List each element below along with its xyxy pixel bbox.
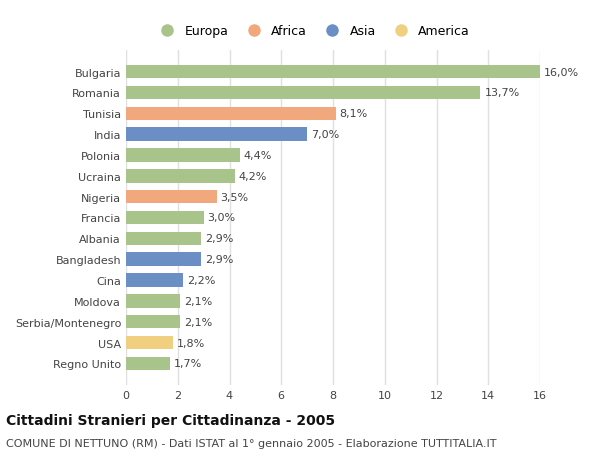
Text: 3,0%: 3,0% — [208, 213, 236, 223]
Bar — [126, 294, 181, 308]
Bar — [126, 274, 183, 287]
Text: 13,7%: 13,7% — [484, 88, 520, 98]
Text: 2,2%: 2,2% — [187, 275, 215, 285]
Bar — [126, 190, 217, 204]
Bar — [126, 128, 307, 142]
Text: 3,5%: 3,5% — [220, 192, 248, 202]
Bar — [126, 336, 173, 350]
Text: 4,4%: 4,4% — [244, 151, 272, 161]
Bar — [126, 66, 540, 79]
Text: COMUNE DI NETTUNO (RM) - Dati ISTAT al 1° gennaio 2005 - Elaborazione TUTTITALIA: COMUNE DI NETTUNO (RM) - Dati ISTAT al 1… — [6, 438, 497, 448]
Text: 1,7%: 1,7% — [174, 358, 202, 369]
Bar — [126, 170, 235, 183]
Legend: Europa, Africa, Asia, America: Europa, Africa, Asia, America — [149, 20, 475, 43]
Bar — [126, 253, 201, 266]
Bar — [126, 149, 240, 162]
Text: Cittadini Stranieri per Cittadinanza - 2005: Cittadini Stranieri per Cittadinanza - 2… — [6, 414, 335, 428]
Text: 1,8%: 1,8% — [176, 338, 205, 348]
Text: 16,0%: 16,0% — [544, 67, 579, 78]
Bar — [126, 211, 203, 225]
Bar — [126, 357, 170, 370]
Text: 8,1%: 8,1% — [340, 109, 368, 119]
Text: 2,9%: 2,9% — [205, 234, 233, 244]
Bar — [126, 107, 335, 121]
Text: 2,9%: 2,9% — [205, 255, 233, 264]
Text: 7,0%: 7,0% — [311, 130, 339, 140]
Bar — [126, 232, 201, 246]
Text: 2,1%: 2,1% — [184, 317, 212, 327]
Bar — [126, 86, 481, 100]
Bar — [126, 315, 181, 329]
Text: 4,2%: 4,2% — [239, 172, 267, 181]
Text: 2,1%: 2,1% — [184, 296, 212, 306]
